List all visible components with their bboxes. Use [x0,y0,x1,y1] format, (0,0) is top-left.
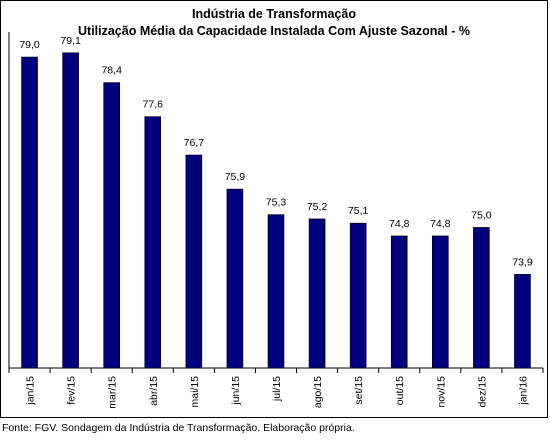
bar [390,235,408,369]
chart-title: Indústria de Transformação [192,7,356,21]
x-tick-label: set/15 [353,376,365,405]
bar [432,235,449,369]
data-label: 79,0 [19,39,40,51]
bar [349,222,367,369]
bar [226,188,244,369]
data-label: 75,9 [225,171,246,183]
chart-subtitle: Utilização Média da Capacidade Instalada… [78,24,470,38]
bar [267,214,285,369]
x-tick-label: jan/15 [25,376,37,406]
x-tick-label: jan/16 [517,376,529,406]
data-label: 73,9 [512,256,533,268]
data-label: 77,6 [143,99,164,111]
x-tick-label: ago/15 [312,376,324,408]
data-label: 75,2 [307,201,328,213]
data-label: 75,1 [348,205,369,217]
data-label: 74,8 [389,218,410,230]
x-tick-label: abr/15 [148,376,160,406]
bar [185,154,203,369]
data-label: 76,7 [184,137,205,149]
data-label: 78,4 [101,65,122,77]
bar [308,218,326,369]
bar [514,273,531,369]
source-note: Fonte: FGV. Sondagem da Indústria de Tra… [2,422,355,434]
bar [144,116,162,369]
x-tick-label: mai/15 [189,376,201,408]
bar [473,227,490,369]
x-tick-label: nov/15 [435,376,447,408]
x-tick-label: jun/15 [230,376,242,406]
data-label: 75,0 [471,209,492,221]
data-label: 79,1 [60,35,81,47]
x-tick-label: jul/15 [271,376,283,402]
bar [103,82,120,369]
bar [21,56,38,369]
bar [62,52,79,369]
data-label: 75,3 [266,197,287,209]
x-tick-label: dez/15 [476,376,488,408]
x-tick-label: mar/15 [107,376,119,409]
x-tick-label: fev/15 [66,376,78,405]
x-tick-label: out/15 [394,376,406,405]
data-label: 74,8 [430,218,451,230]
